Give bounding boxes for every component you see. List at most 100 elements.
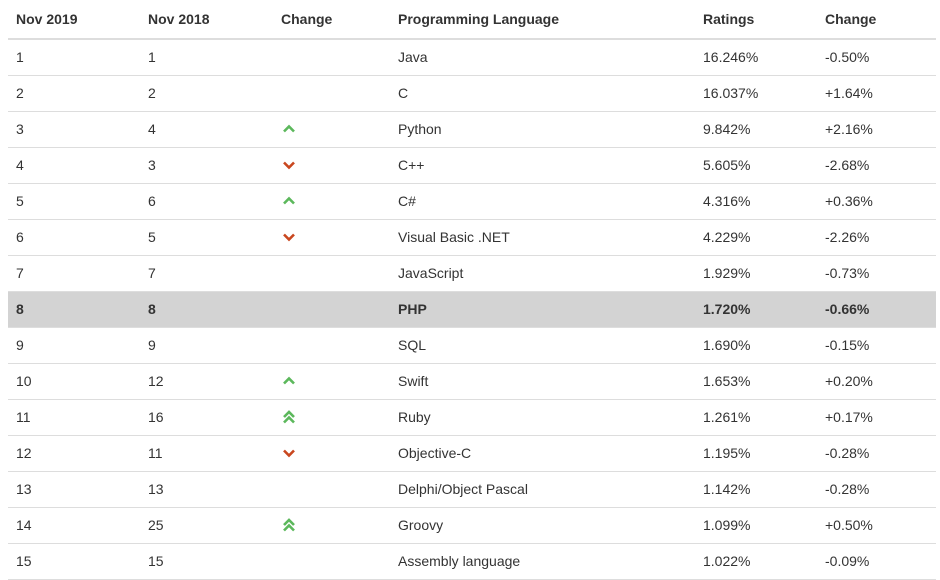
- rank-nov-2019: 2: [8, 75, 140, 112]
- chevron-down-icon: [283, 161, 295, 170]
- rating-change: +2.16%: [817, 111, 936, 148]
- rank-nov-2018: 6: [140, 183, 273, 220]
- chevron-down-icon: [283, 233, 295, 242]
- table-row: 3 4 Python 9.842% +2.16%: [8, 111, 936, 148]
- rating-change: +1.64%: [817, 75, 936, 112]
- rating-change: -0.50%: [817, 39, 936, 76]
- table-row: 12 11 Objective-C 1.195% -0.28%: [8, 435, 936, 472]
- rank-change-indicator: [273, 291, 390, 328]
- double-chevron-up-icon: [283, 518, 295, 532]
- rating-change: -2.26%: [817, 219, 936, 256]
- table-row: 13 13 Delphi/Object Pascal 1.142% -0.28%: [8, 471, 936, 508]
- rating-value: 5.605%: [695, 147, 817, 184]
- language-name: Visual Basic .NET: [390, 219, 695, 256]
- rank-change-indicator: [273, 399, 390, 436]
- table-row: 7 7 JavaScript 1.929% -0.73%: [8, 255, 936, 292]
- language-name: Delphi/Object Pascal: [390, 471, 695, 508]
- rank-nov-2019: 8: [8, 291, 140, 328]
- rating-change: +0.50%: [817, 507, 936, 544]
- table-header: Nov 2019 Nov 2018 Change Programming Lan…: [8, 0, 936, 40]
- rating-value: 16.037%: [695, 75, 817, 112]
- table-row: 2 2 C 16.037% +1.64%: [8, 75, 936, 112]
- rank-nov-2018: 13: [140, 471, 273, 508]
- header-rating-change: Change: [817, 0, 936, 40]
- rank-nov-2019: 11: [8, 399, 140, 436]
- rank-nov-2019: 10: [8, 363, 140, 400]
- rating-change: -0.15%: [817, 327, 936, 364]
- rating-value: 1.195%: [695, 435, 817, 472]
- table-row: 15 15 Assembly language 1.022% -0.09%: [8, 543, 936, 580]
- rank-nov-2019: 6: [8, 219, 140, 256]
- rank-nov-2018: 7: [140, 255, 273, 292]
- rank-nov-2019: 9: [8, 327, 140, 364]
- language-name: JavaScript: [390, 255, 695, 292]
- rating-change: -0.73%: [817, 255, 936, 292]
- language-name: C: [390, 75, 695, 112]
- rank-change-indicator: [273, 435, 390, 472]
- rank-nov-2018: 11: [140, 435, 273, 472]
- rank-change-indicator: [273, 507, 390, 544]
- rating-value: 1.929%: [695, 255, 817, 292]
- language-name: Python: [390, 111, 695, 148]
- rating-value: 1.142%: [695, 471, 817, 508]
- rank-nov-2019: 3: [8, 111, 140, 148]
- table-row: 11 16 Ruby 1.261% +0.17%: [8, 399, 936, 436]
- rank-change-indicator: [273, 39, 390, 76]
- rank-nov-2018: 2: [140, 75, 273, 112]
- rating-value: 1.099%: [695, 507, 817, 544]
- chevron-up-icon: [283, 376, 295, 385]
- rating-value: 4.229%: [695, 219, 817, 256]
- tiobe-index-table: Nov 2019 Nov 2018 Change Programming Lan…: [8, 0, 936, 580]
- language-name: Java: [390, 39, 695, 76]
- table-row: 10 12 Swift 1.653% +0.20%: [8, 363, 936, 400]
- rank-change-indicator: [273, 255, 390, 292]
- rank-nov-2018: 12: [140, 363, 273, 400]
- language-name: Swift: [390, 363, 695, 400]
- rank-nov-2019: 13: [8, 471, 140, 508]
- rank-change-indicator: [273, 543, 390, 580]
- language-name: C++: [390, 147, 695, 184]
- header-nov-2018: Nov 2018: [140, 0, 273, 40]
- rating-change: -0.28%: [817, 435, 936, 472]
- rank-change-indicator: [273, 471, 390, 508]
- rank-change-indicator: [273, 147, 390, 184]
- language-name: SQL: [390, 327, 695, 364]
- rating-change: -2.68%: [817, 147, 936, 184]
- rank-change-indicator: [273, 327, 390, 364]
- rank-change-indicator: [273, 111, 390, 148]
- language-name: Objective-C: [390, 435, 695, 472]
- table-row: 5 6 C# 4.316% +0.36%: [8, 183, 936, 220]
- header-nov-2019: Nov 2019: [8, 0, 140, 40]
- rating-change: -0.66%: [817, 291, 936, 328]
- chevron-up-icon: [283, 124, 295, 133]
- header-row: Nov 2019 Nov 2018 Change Programming Lan…: [8, 0, 936, 40]
- rank-change-indicator: [273, 363, 390, 400]
- rating-value: 1.690%: [695, 327, 817, 364]
- chevron-down-icon: [283, 449, 295, 458]
- rating-change: -0.09%: [817, 543, 936, 580]
- rank-nov-2019: 4: [8, 147, 140, 184]
- rank-nov-2018: 8: [140, 291, 273, 328]
- rating-value: 4.316%: [695, 183, 817, 220]
- rank-nov-2018: 16: [140, 399, 273, 436]
- rank-nov-2019: 1: [8, 39, 140, 76]
- table-row: 1 1 Java 16.246% -0.50%: [8, 39, 936, 76]
- rating-change: +0.20%: [817, 363, 936, 400]
- rank-nov-2018: 5: [140, 219, 273, 256]
- rating-value: 1.653%: [695, 363, 817, 400]
- double-chevron-up-icon: [283, 410, 295, 424]
- chevron-up-icon: [283, 196, 295, 205]
- rank-nov-2018: 9: [140, 327, 273, 364]
- rank-nov-2019: 7: [8, 255, 140, 292]
- header-ratings: Ratings: [695, 0, 817, 40]
- rating-value: 9.842%: [695, 111, 817, 148]
- rating-value: 1.261%: [695, 399, 817, 436]
- rank-change-indicator: [273, 183, 390, 220]
- language-name: PHP: [390, 291, 695, 328]
- rating-change: -0.28%: [817, 471, 936, 508]
- rating-value: 16.246%: [695, 39, 817, 76]
- rank-change-indicator: [273, 75, 390, 112]
- language-name: Ruby: [390, 399, 695, 436]
- table-row: 6 5 Visual Basic .NET 4.229% -2.26%: [8, 219, 936, 256]
- rank-nov-2018: 1: [140, 39, 273, 76]
